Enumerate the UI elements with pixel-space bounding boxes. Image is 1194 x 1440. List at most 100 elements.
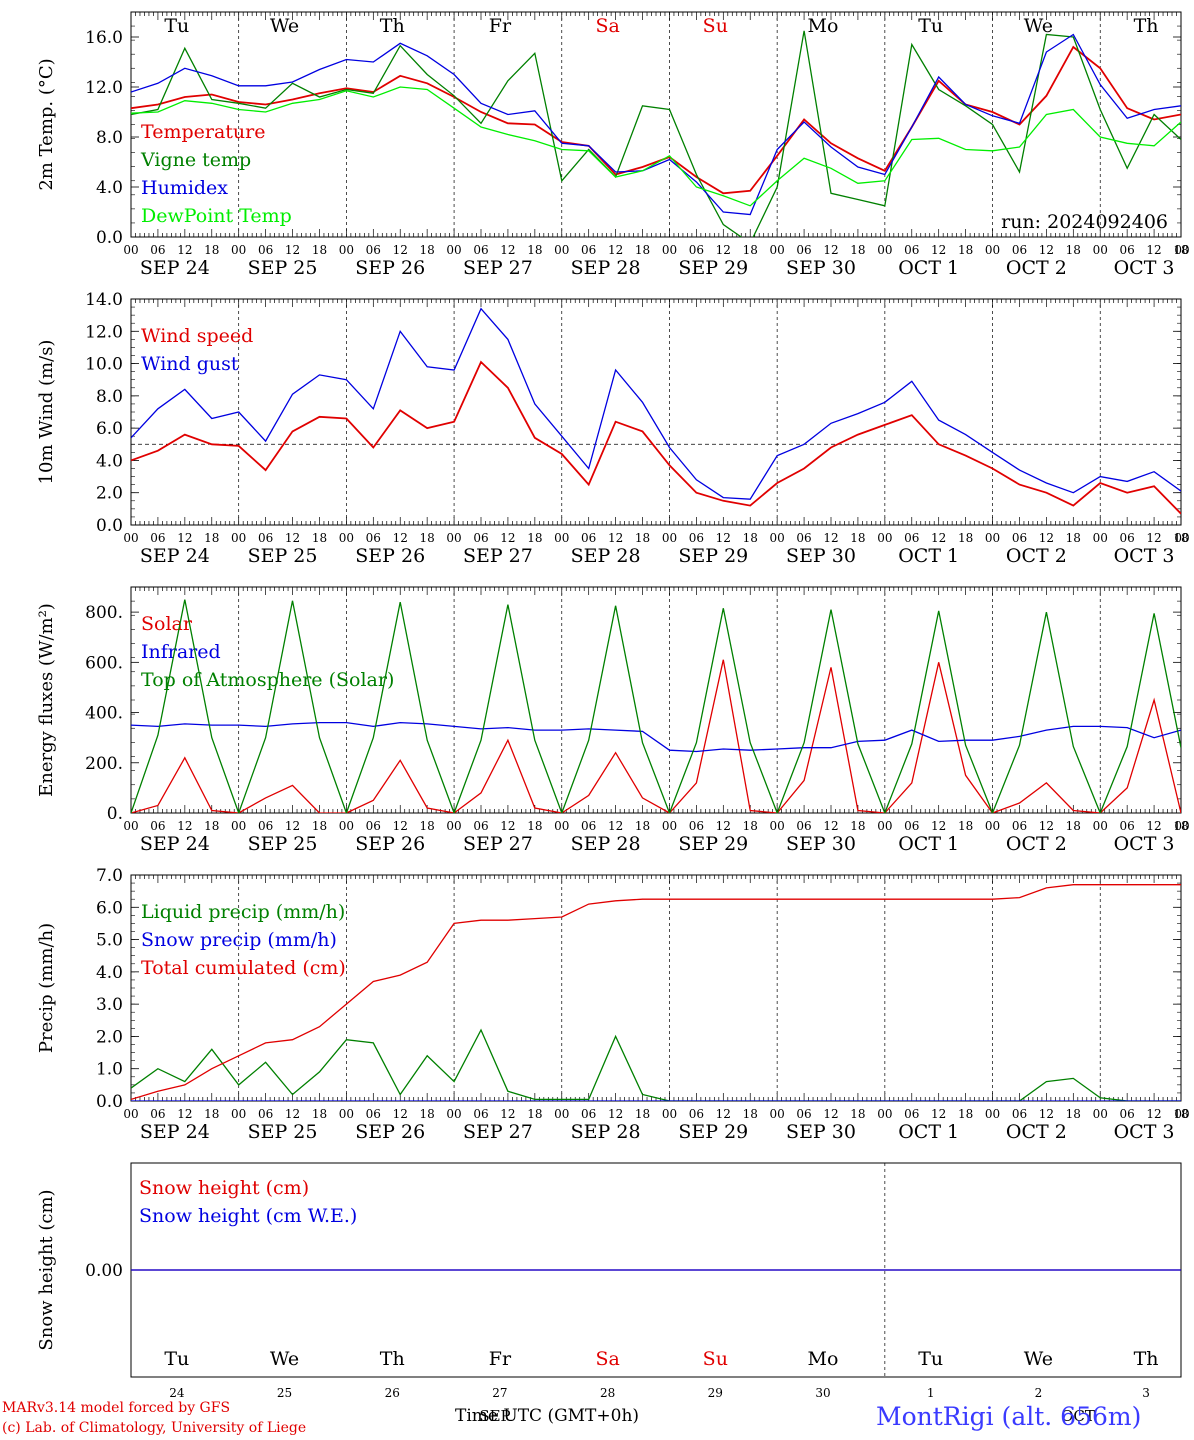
y-tick-label: 0.00 — [85, 1261, 123, 1281]
legend-entry-snow-height-cm-w-e: Snow height (cm W.E.) — [139, 1205, 357, 1227]
hour-tick-label: 06 — [258, 531, 273, 545]
hour-tick-label: 12 — [285, 1107, 300, 1121]
hour-tick-label: 06 — [1012, 531, 1027, 545]
series-line-wind-speed — [131, 360, 1181, 515]
y-tick-label: 6.0 — [96, 419, 123, 439]
hour-tick-label: 18 — [1066, 531, 1081, 545]
weekday-label: Su — [703, 15, 728, 37]
legend-entry-liquid-precip-mm-h: Liquid precip (mm/h) — [141, 901, 345, 923]
y-tick-label: 5.0 — [96, 931, 123, 951]
date-label: SEP 25 — [248, 1121, 318, 1143]
hour-tick-label: 00 — [877, 1107, 892, 1121]
day-number-label: 3 — [1142, 1386, 1150, 1400]
hour-tick-label: 06 — [904, 1107, 919, 1121]
date-label: SEP 24 — [140, 833, 210, 855]
legend-entry-infrared: Infrared — [141, 641, 221, 663]
hour-tick-label: 18 — [743, 1107, 758, 1121]
panel-wind: 00 06 12 18 00 06 12 18 00 06 12 18 00 06 12 18 00 06 12 18… — [36, 290, 1190, 567]
y-tick-label: 4.0 — [96, 963, 123, 983]
hour-tick-label: 18 — [958, 819, 973, 833]
hour-tick-label: 12 — [1039, 819, 1054, 833]
hour-tick-label: 06 — [904, 819, 919, 833]
date-label: SEP 28 — [571, 833, 641, 855]
hour-tick-label: 12 — [500, 819, 515, 833]
hour-tick-label: 00 — [770, 1107, 785, 1121]
weekday-label: Th — [380, 15, 405, 37]
hour-tick-label: 12 — [500, 1107, 515, 1121]
hour-tick-label: 06 — [581, 819, 596, 833]
hour-tick-label: 12 — [1146, 243, 1161, 257]
hour-tick-label: 00 — [231, 531, 246, 545]
weekday-label: Fr — [489, 1348, 512, 1370]
date-label: SEP 24 — [140, 545, 210, 567]
lab-credit: (c) Lab. of Climatology, University of L… — [2, 1420, 307, 1436]
date-label: SEP 26 — [355, 833, 425, 855]
hour-tick-label: 12 — [285, 531, 300, 545]
date-label: OCT 1 — [898, 257, 959, 279]
hour-tick-label: 06 — [366, 1107, 381, 1121]
y-tick-label: 0.0 — [96, 516, 123, 536]
date-label: SEP 30 — [786, 257, 856, 279]
hour-tick-label: 06 — [1012, 243, 1027, 257]
hour-tick-label: 12 — [1039, 243, 1054, 257]
hour-tick-label: 12 — [931, 243, 946, 257]
hour-tick-label: 18 — [527, 1107, 542, 1121]
hour-tick-label: 12 — [823, 243, 838, 257]
date-label: OCT 2 — [1006, 257, 1067, 279]
hour-tick-label: 12 — [393, 531, 408, 545]
hour-tick-label: 18 — [527, 819, 542, 833]
hour-tick-label: 12 — [716, 531, 731, 545]
hour-tick-label: 12 — [608, 819, 623, 833]
legend-entry-wind-gust: Wind gust — [141, 353, 239, 375]
y-tick-label: 12.0 — [85, 78, 123, 98]
hour-tick-label: 18 — [312, 819, 327, 833]
hour-tick-label: 06 — [796, 819, 811, 833]
series-line-dewpoint-temp — [131, 86, 1181, 207]
hour-tick-label: 18 — [527, 531, 542, 545]
hour-tick-label: 18 — [743, 243, 758, 257]
weekday-label: Tu — [918, 15, 943, 37]
hour-tick-label: 12 — [177, 819, 192, 833]
hour-tick-label: 12 — [608, 243, 623, 257]
hour-tick-label: 00 — [662, 1107, 677, 1121]
legend-entry-humidex: Humidex — [141, 177, 228, 199]
hour-tick-label: 06 — [581, 1107, 596, 1121]
hour-tick-label: 00 — [231, 243, 246, 257]
hour-tick-label: 00 — [985, 819, 1000, 833]
hour-tick-label: 06 — [689, 1107, 704, 1121]
day-number-label: 1 — [927, 1386, 935, 1400]
weekday-label: We — [1024, 1348, 1053, 1370]
hour-tick-label: 00 — [1093, 243, 1108, 257]
weekday-label: Th — [1134, 15, 1159, 37]
hour-tick-label: 12 — [823, 1107, 838, 1121]
hour-tick-label: 00 — [123, 819, 138, 833]
hour-tick-label: 12 — [393, 819, 408, 833]
hour-tick-label: 18 — [420, 819, 435, 833]
hour-tick-label: 12 — [1039, 1107, 1054, 1121]
y-tick-label: 4.0 — [96, 178, 123, 198]
hour-tick-label: 06 — [689, 819, 704, 833]
weekday-label: Tu — [164, 1348, 189, 1370]
date-label: SEP 29 — [678, 257, 748, 279]
hour-tick-label: 00 — [1093, 531, 1108, 545]
hour-tick-label: 00 — [231, 819, 246, 833]
hour-tick-label: 18 — [743, 819, 758, 833]
legend-entry-solar: Solar — [141, 613, 193, 635]
hour-tick-label: 00 — [985, 243, 1000, 257]
hour-tick-label: 18 — [635, 243, 650, 257]
hour-tick-label: 18 — [850, 819, 865, 833]
y-tick-label: 6.0 — [96, 898, 123, 918]
date-label: OCT 1 — [898, 545, 959, 567]
hour-tick-label: 00 — [446, 1107, 461, 1121]
plot-frame — [130, 298, 1182, 526]
hour-tick-label: 18 — [635, 819, 650, 833]
weekday-label: Tu — [164, 15, 189, 37]
y-tick-label: 10.0 — [85, 355, 123, 375]
day-number-label: 28 — [600, 1386, 615, 1400]
y-axis-title: 10m Wind (m/s) — [36, 340, 57, 485]
hour-tick-label: 06 — [1120, 1107, 1135, 1121]
weekday-label: Th — [380, 1348, 405, 1370]
y-tick-label: 4.0 — [96, 451, 123, 471]
date-label: OCT 3 — [1114, 1121, 1175, 1143]
hour-tick-label: 12 — [285, 819, 300, 833]
